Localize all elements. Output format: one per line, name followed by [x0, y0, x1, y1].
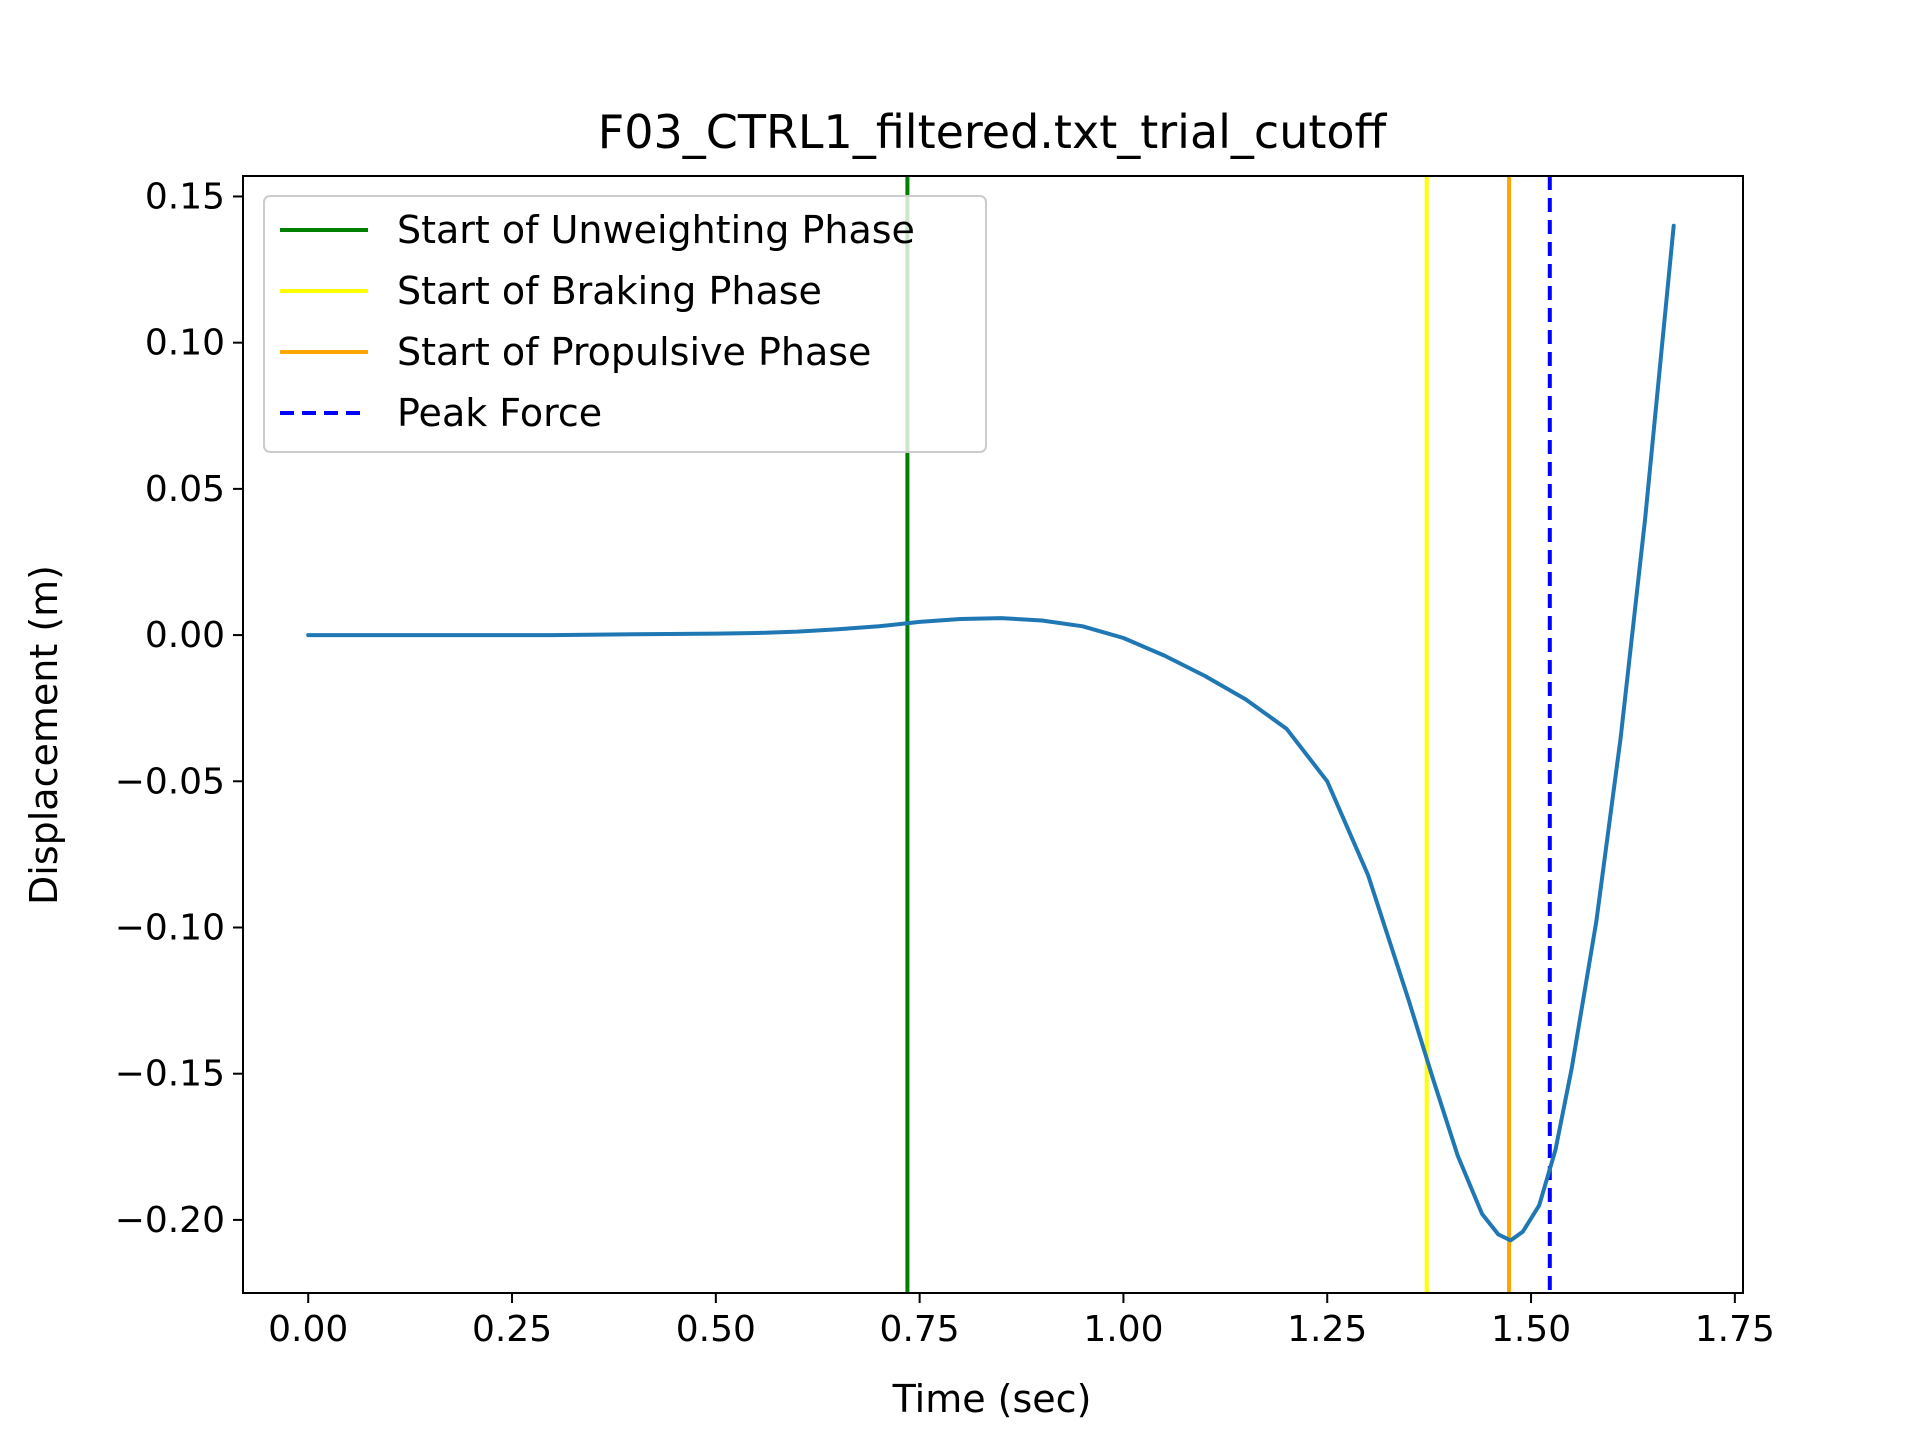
legend-label-1: Start of Unweighting Phase	[397, 208, 915, 252]
x-tick-label: 1.50	[1491, 1309, 1571, 1350]
y-axis-title: Displacement (m)	[22, 565, 66, 905]
x-tick-label: 0.50	[676, 1309, 756, 1350]
plot-frame	[242, 175, 1744, 1294]
y-tick-label: 0.15	[145, 176, 225, 217]
series-layer	[306, 223, 1676, 1243]
y-tick-label: 0.05	[145, 469, 225, 510]
x-tick-label: 0.75	[880, 1309, 960, 1350]
chart-title: F03_CTRL1_filtered.txt_trial_cutoff	[598, 105, 1388, 159]
legend-label-3: Start of Propulsive Phase	[397, 330, 871, 374]
y-tick-label: 0.00	[145, 615, 225, 656]
y-tick-label: −0.10	[115, 907, 225, 948]
legend-label-2: Start of Braking Phase	[397, 269, 822, 313]
x-axis-ticks: 0.00 0.25 0.50 0.75 1.00 1.25 1.50 1.75	[268, 1293, 1775, 1350]
y-tick-label: −0.20	[115, 1200, 225, 1241]
x-tick-label: 1.25	[1287, 1309, 1367, 1350]
legend: Start of Unweighting Phase Start of Braki…	[263, 195, 987, 453]
x-tick-label: 1.75	[1695, 1309, 1775, 1350]
x-tick-label: 0.25	[472, 1309, 552, 1350]
series-line-1	[306, 223, 1676, 1243]
y-tick-label: −0.15	[115, 1054, 225, 1095]
legend-items: Start of Unweighting Phase Start of Braki…	[280, 208, 915, 435]
x-axis-title: Time (sec)	[892, 1377, 1092, 1421]
x-tick-label: 0.00	[268, 1309, 348, 1350]
y-axis-ticks: 0.15 0.10 0.05 0.00 −0.05 −0.10 −0.15 −0.20	[115, 176, 243, 1241]
legend-label-4: Peak Force	[397, 391, 602, 435]
y-tick-label: −0.05	[115, 761, 225, 802]
y-tick-label: 0.10	[145, 323, 225, 364]
x-tick-label: 1.00	[1083, 1309, 1163, 1350]
legend-box	[263, 195, 987, 453]
